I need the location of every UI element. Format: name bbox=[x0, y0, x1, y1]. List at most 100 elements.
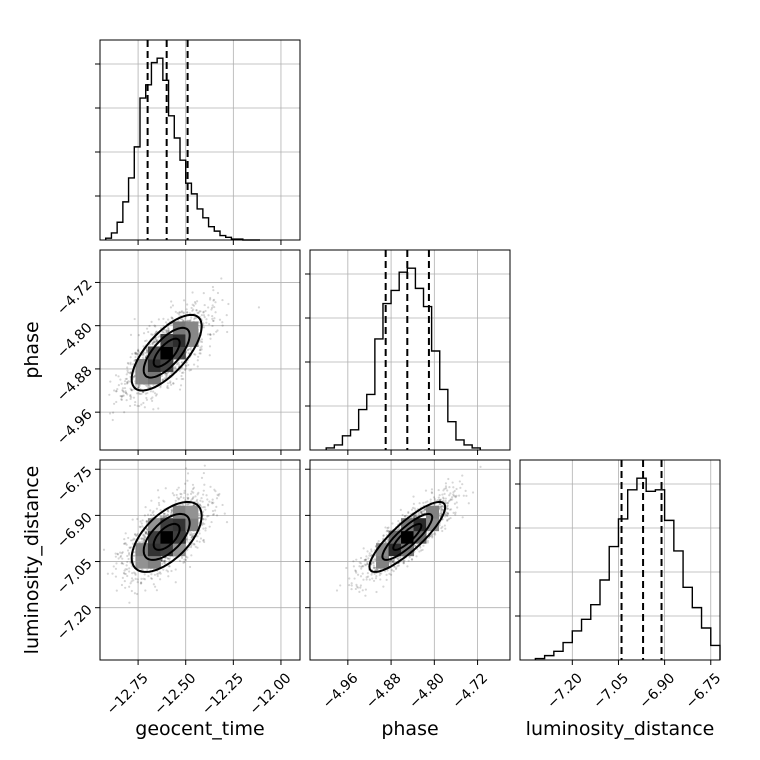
sample-point bbox=[142, 345, 145, 348]
sample-point bbox=[204, 527, 207, 530]
sample-point bbox=[170, 300, 173, 303]
sample-point bbox=[386, 569, 389, 572]
sample-point bbox=[170, 510, 173, 514]
sample-point bbox=[190, 306, 193, 310]
sample-point bbox=[439, 512, 443, 515]
sample-point bbox=[178, 311, 181, 314]
sample-point bbox=[439, 502, 442, 505]
sample-point bbox=[214, 311, 217, 314]
density-cell bbox=[135, 371, 149, 385]
sample-point bbox=[402, 562, 405, 565]
sample-point bbox=[189, 368, 193, 371]
sample-point bbox=[225, 314, 228, 317]
sample-point bbox=[175, 363, 179, 366]
sample-point bbox=[166, 509, 169, 513]
sample-point bbox=[123, 380, 127, 383]
sample-point bbox=[129, 371, 132, 374]
sample-point bbox=[142, 533, 145, 536]
sample-point bbox=[454, 495, 457, 498]
sample-point bbox=[115, 589, 118, 592]
sample-point bbox=[151, 341, 154, 345]
sample-point bbox=[354, 570, 357, 573]
x-tick-label: −7.20 bbox=[544, 670, 586, 712]
sample-point bbox=[210, 520, 213, 524]
sample-point bbox=[207, 314, 210, 317]
sample-point bbox=[115, 390, 118, 393]
sample-point bbox=[166, 513, 169, 516]
sample-point bbox=[152, 510, 155, 513]
contour-line bbox=[392, 522, 423, 551]
sample-point bbox=[190, 316, 193, 319]
sample-point bbox=[120, 562, 123, 565]
sample-point bbox=[378, 572, 382, 575]
sample-point bbox=[121, 576, 124, 580]
sample-point bbox=[202, 291, 205, 295]
sample-point bbox=[459, 486, 462, 489]
sample-point bbox=[178, 311, 182, 314]
sample-point bbox=[479, 465, 482, 468]
sample-point bbox=[203, 303, 206, 307]
sample-point bbox=[153, 573, 157, 576]
sample-point bbox=[386, 538, 389, 541]
y-tick-label: −7.05 bbox=[54, 556, 96, 598]
sample-point bbox=[175, 493, 178, 497]
sample-point bbox=[150, 397, 153, 400]
sample-point bbox=[202, 538, 205, 542]
sample-point bbox=[449, 492, 452, 495]
sample-point bbox=[192, 496, 195, 499]
sample-point bbox=[439, 502, 442, 506]
sample-point bbox=[358, 590, 361, 593]
sample-point bbox=[226, 330, 229, 334]
sample-point bbox=[211, 304, 214, 307]
sample-point bbox=[382, 534, 385, 537]
sample-point bbox=[196, 498, 199, 501]
sample-point bbox=[141, 519, 144, 522]
sample-point bbox=[137, 384, 140, 387]
sample-point bbox=[167, 510, 170, 513]
sample-point bbox=[204, 518, 207, 521]
sample-point bbox=[430, 488, 434, 491]
sample-point bbox=[183, 482, 187, 485]
sample-point bbox=[423, 508, 426, 511]
sample-point bbox=[126, 381, 129, 384]
sample-point bbox=[171, 304, 175, 307]
sample-point bbox=[420, 549, 423, 552]
sample-point bbox=[202, 539, 205, 542]
sample-point bbox=[174, 367, 177, 370]
sample-point bbox=[150, 333, 153, 336]
sample-point bbox=[361, 564, 364, 568]
sample-point bbox=[446, 502, 449, 505]
sample-point bbox=[185, 502, 188, 505]
sample-point bbox=[189, 492, 193, 495]
sample-point bbox=[198, 352, 201, 355]
sample-point bbox=[129, 387, 132, 390]
sample-point bbox=[452, 491, 455, 494]
sample-point bbox=[198, 516, 201, 520]
sample-point bbox=[221, 324, 224, 327]
sample-point bbox=[368, 552, 371, 555]
sample-point bbox=[112, 565, 115, 568]
sample-point bbox=[124, 586, 127, 589]
sample-point bbox=[123, 572, 126, 575]
sample-point bbox=[120, 583, 124, 587]
sample-point bbox=[157, 501, 161, 505]
sample-point bbox=[201, 500, 204, 503]
sample-point bbox=[125, 377, 129, 380]
sample-point bbox=[368, 578, 371, 581]
sample-point bbox=[152, 384, 155, 387]
sample-point bbox=[121, 389, 125, 393]
sample-point bbox=[144, 531, 148, 534]
sample-point bbox=[384, 540, 387, 543]
sample-point bbox=[164, 560, 167, 563]
sample-point bbox=[145, 520, 148, 524]
sample-point bbox=[133, 538, 136, 541]
sample-point bbox=[160, 559, 163, 562]
sample-point bbox=[207, 306, 210, 309]
sample-point bbox=[135, 384, 138, 388]
sample-point bbox=[410, 508, 414, 511]
sample-point bbox=[418, 502, 421, 505]
density-cell bbox=[172, 346, 186, 360]
sample-point bbox=[212, 333, 215, 336]
x-tick-labels-geocent_time: −12.75 −12.50 −12.25 −12.00 bbox=[104, 670, 295, 718]
sample-point bbox=[155, 340, 158, 344]
